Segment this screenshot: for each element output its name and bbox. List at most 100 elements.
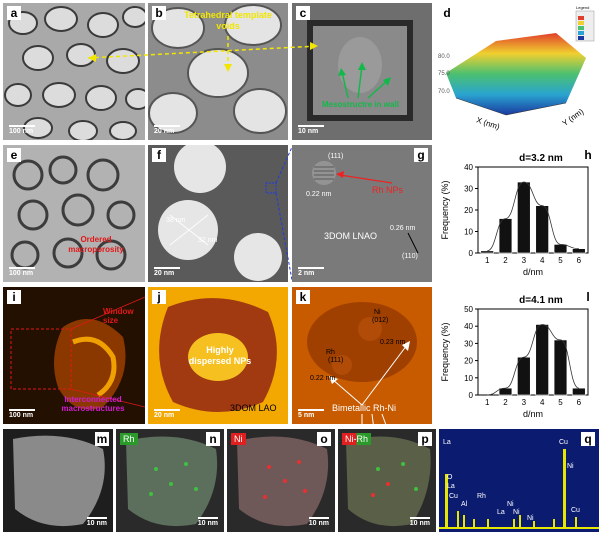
y-tick-label: 30 (464, 339, 473, 348)
scale-bar: 20 nm (154, 409, 180, 419)
eds-label-la: La (443, 439, 451, 446)
scale-bar: 10 nm (409, 517, 430, 527)
dimension-32nm: 32 nm (198, 237, 218, 244)
scale-bar: 100 nm (9, 125, 35, 135)
k-plane-012: (012) (372, 317, 389, 324)
histogram-bar (480, 250, 494, 254)
spectrum-peak (463, 515, 465, 529)
spectrum-peak (519, 515, 521, 529)
surface-plot: 80.0 75.0 70.0 (438, 10, 595, 116)
scale-bar-label: 10 nm (86, 520, 107, 527)
hrtem-texture-g (292, 145, 432, 282)
eds-label-cu: Cu (559, 439, 568, 446)
z-tick: 75.0 (438, 71, 450, 77)
eds-texture-n (116, 429, 224, 532)
g-rh-nps-label: Rh NPs (372, 185, 404, 195)
scale-bar-label: 100 nm (9, 270, 34, 277)
tem-texture-c (292, 3, 432, 140)
panel-f-tem-image: f 38 nm 32 nm 20 nm (148, 145, 288, 282)
g-3dom-lnao-label: 3DOM LNAO (324, 231, 378, 241)
eds-label-o: O (447, 474, 453, 481)
y-tick-label: 20 (464, 357, 473, 366)
scale-bar: 10 nm (86, 517, 107, 527)
hrtem-texture-k (292, 287, 432, 424)
histogram-l: 0 10 20 30 40 50 1 2 3 4 5 6 d=4.1 nm d/nm Frequency (… (440, 295, 589, 419)
panel-letter: b (152, 6, 166, 20)
x-tick-label: 2 (503, 398, 508, 407)
panel-letter: l (581, 290, 595, 304)
eds-label-al: Al (461, 501, 468, 508)
eds-texture-p (338, 429, 436, 532)
panel-letter: g (414, 148, 428, 162)
panel-i-stem-image: i Window size Interconnected macrostruct… (3, 287, 145, 424)
plot-frame (477, 308, 589, 396)
spectrum-peak (445, 474, 448, 529)
scale-bar-line (9, 409, 35, 411)
scale-bar-line (308, 517, 329, 519)
eds-label-cu: Cu (449, 493, 458, 500)
panel-g-hrtem-image: g (111) 0.22 nm Rh NPs 0.26 nm (110) 3DO… (292, 145, 432, 282)
panel-n-eds-map-rh: Rh n 10 nm (116, 429, 224, 532)
legend-title: Legend (576, 5, 590, 10)
panel-letter: j (152, 290, 166, 304)
x-tick-label: 5 (558, 256, 563, 265)
panel-letter: f (152, 148, 166, 162)
y-axis-label: Frequency (%) (440, 322, 450, 381)
scale-bar-label: 20 nm (154, 270, 175, 277)
tetrahedral-arrows (87, 36, 391, 99)
tem-texture-b (148, 3, 288, 140)
spectrum-peak (487, 519, 489, 529)
spectrum-peak (553, 519, 555, 529)
g-spacing-022: 0.22 nm (306, 191, 332, 198)
eds-label-ni: Ni (507, 501, 514, 508)
tem-texture-f (148, 145, 288, 282)
scale-bar-label: 5 nm (298, 412, 315, 419)
scale-bar: 2 nm (298, 267, 324, 277)
x-tick-label: 5 (558, 398, 563, 407)
element-tag-rh: Rh (120, 433, 138, 445)
chart-title: d=4.1 nm (519, 295, 563, 306)
panel-letter: d (440, 6, 454, 20)
scale-bar: 10 nm (308, 517, 329, 527)
scale-bar: 20 nm (154, 267, 180, 277)
panel-letter: i (7, 290, 21, 304)
histogram-bar (572, 387, 586, 396)
panel-letter: o (317, 432, 331, 446)
panel-letter: m (95, 432, 109, 446)
element-tag-ni-rh: Ni-Rh (342, 433, 372, 445)
panel-b-tem-image: b 20 nm (148, 3, 288, 140)
scale-bar: 5 nm (298, 409, 324, 419)
tetrahedral-label: Tetrahedral template voids (184, 10, 272, 31)
spectrum-peak (513, 519, 515, 529)
y-tick-label: 40 (464, 163, 473, 172)
scale-bar-label: 10 nm (298, 128, 319, 135)
scale-bar-line (154, 409, 180, 411)
eds-label-ni: Ni (513, 509, 520, 516)
scale-bar: 10 nm (298, 125, 324, 135)
eds-label-rh: Rh (477, 493, 486, 500)
y-tick-label: 30 (464, 185, 473, 194)
x-tick-label: 6 (577, 398, 582, 407)
chart-title: d=3.2 nm (519, 153, 563, 164)
spectrum-peak (533, 521, 535, 529)
eds-label-ni: Ni (567, 463, 574, 470)
scale-bar-label: 10 nm (409, 520, 430, 527)
eds-texture-o (227, 429, 335, 532)
mesostructure-label: Mesostructre in wall (322, 100, 399, 109)
z-tick: 80.0 (438, 54, 450, 60)
panel-l-histogram: 0 10 20 30 40 50 1 2 3 4 5 6 d=4.1 nm d/nm Frequency (… (436, 287, 599, 424)
scale-bar-line (197, 517, 218, 519)
stem-texture-i (3, 287, 145, 424)
panel-j-stem-image: j Highly dispersed NPs 3DOM LAO 20 nm (148, 287, 288, 424)
x-tick-label: 2 (503, 256, 508, 265)
eds-label-ni: Ni (527, 515, 534, 522)
scale-bar-label: 20 nm (154, 412, 175, 419)
scale-bar-line (298, 267, 324, 269)
spectrum-peak (575, 517, 577, 529)
x-tick-label: 4 (540, 256, 545, 265)
panel-letter: a (7, 6, 21, 20)
z-tick: 70.0 (438, 89, 450, 95)
scale-bar: 100 nm (9, 409, 35, 419)
panel-letter: e (7, 148, 21, 162)
